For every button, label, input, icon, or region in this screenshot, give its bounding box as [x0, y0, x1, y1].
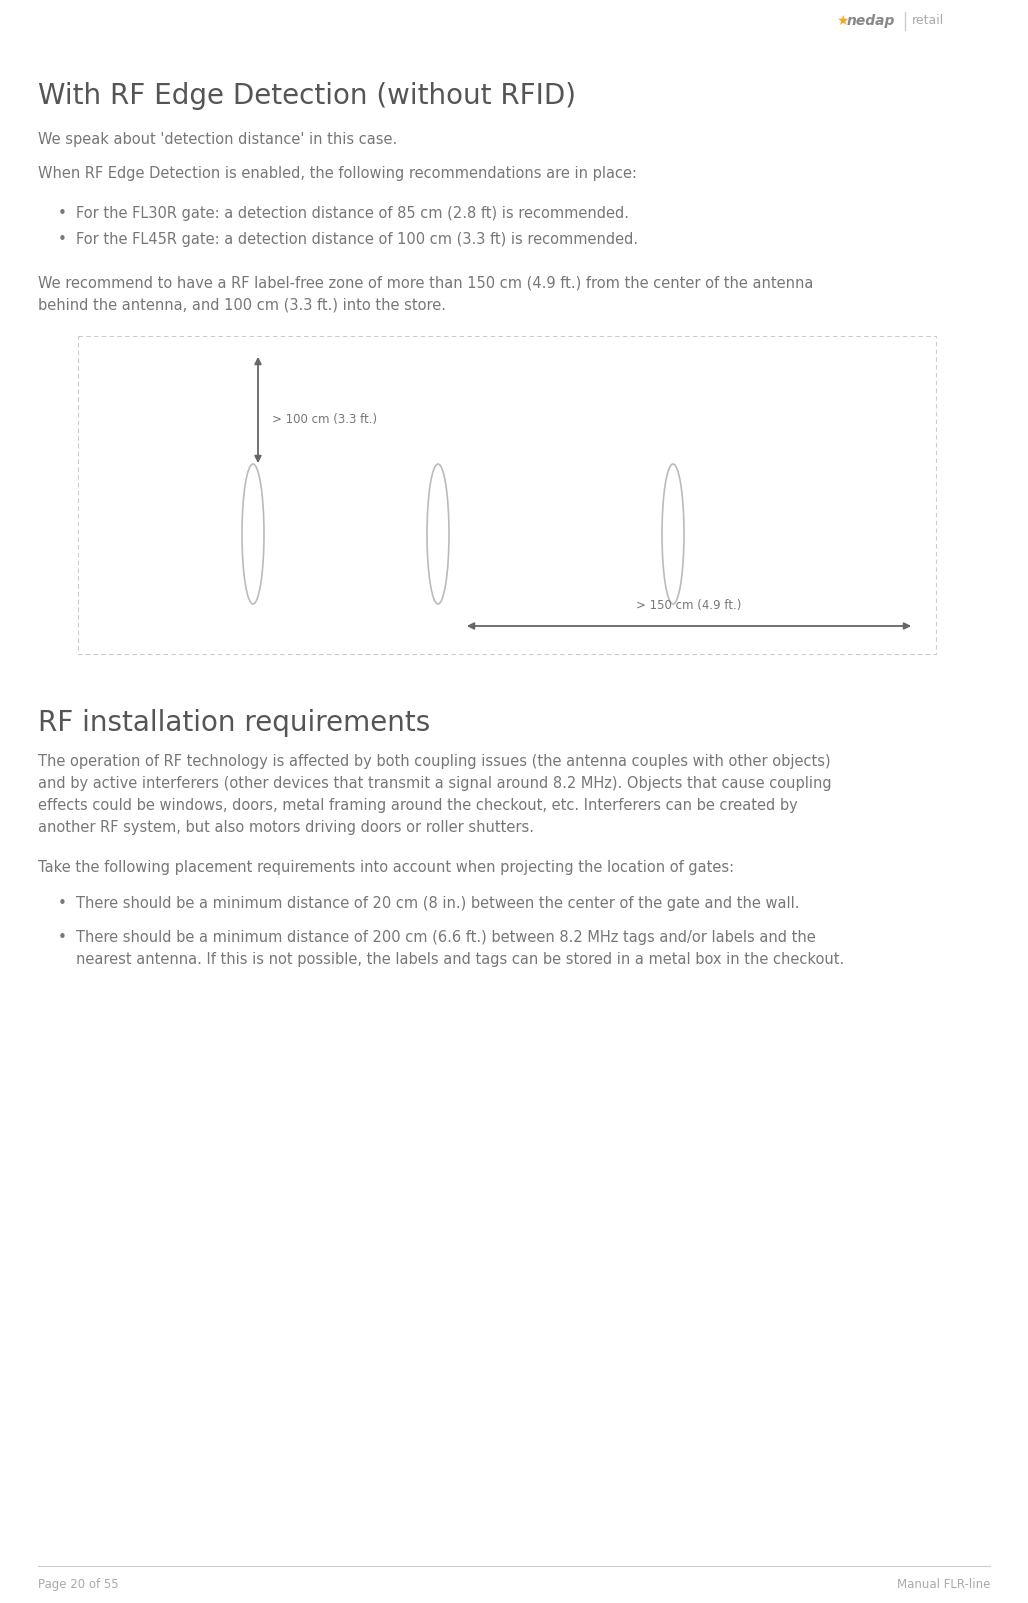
Text: > 100 cm (3.3 ft.): > 100 cm (3.3 ft.): [272, 414, 377, 426]
Text: We speak about 'detection distance' in this case.: We speak about 'detection distance' in t…: [38, 131, 397, 147]
Text: > 150 cm (4.9 ft.): > 150 cm (4.9 ft.): [636, 600, 741, 612]
Text: Take the following placement requirements into account when projecting the locat: Take the following placement requirement…: [38, 859, 734, 875]
Bar: [78, 337, 937, 654]
Text: For the FL45R gate: a detection distance of 100 cm (3.3 ft) is recommended.: For the FL45R gate: a detection distance…: [76, 232, 638, 247]
Text: We recommend to have a RF label-free zone of more than 150 cm (4.9 ft.) from the: We recommend to have a RF label-free zon…: [38, 276, 813, 290]
Text: and by active interferers (other devices that transmit a signal around 8.2 MHz).: and by active interferers (other devices…: [38, 776, 832, 790]
Text: The operation of RF technology is affected by both coupling issues (the antenna : The operation of RF technology is affect…: [38, 753, 831, 769]
Text: Page 20 of 55: Page 20 of 55: [38, 1577, 118, 1592]
Text: retail: retail: [912, 14, 945, 27]
Text: •: •: [58, 232, 67, 247]
Ellipse shape: [242, 463, 264, 604]
Ellipse shape: [427, 463, 449, 604]
Text: With RF Edge Detection (without RFID): With RF Edge Detection (without RFID): [38, 82, 576, 111]
Text: For the FL30R gate: a detection distance of 85 cm (2.8 ft) is recommended.: For the FL30R gate: a detection distance…: [76, 207, 629, 221]
Text: •: •: [58, 896, 67, 911]
Text: There should be a minimum distance of 200 cm (6.6 ft.) between 8.2 MHz tags and/: There should be a minimum distance of 20…: [76, 930, 816, 946]
Text: another RF system, but also motors driving doors or roller shutters.: another RF system, but also motors drivi…: [38, 821, 534, 835]
Text: effects could be windows, doors, metal framing around the checkout, etc. Interfe: effects could be windows, doors, metal f…: [38, 798, 798, 813]
Text: behind the antenna, and 100 cm (3.3 ft.) into the store.: behind the antenna, and 100 cm (3.3 ft.)…: [38, 298, 446, 313]
Text: nedap: nedap: [847, 14, 895, 27]
Text: •: •: [58, 207, 67, 221]
Text: RF installation requirements: RF installation requirements: [38, 709, 431, 737]
Text: Manual FLR-line: Manual FLR-line: [896, 1577, 990, 1592]
Ellipse shape: [662, 463, 684, 604]
Text: When RF Edge Detection is enabled, the following recommendations are in place:: When RF Edge Detection is enabled, the f…: [38, 167, 637, 181]
Text: •: •: [58, 930, 67, 946]
Text: ★: ★: [836, 14, 848, 27]
Text: nearest antenna. If this is not possible, the labels and tags can be stored in a: nearest antenna. If this is not possible…: [76, 952, 844, 967]
Text: There should be a minimum distance of 20 cm (8 in.) between the center of the ga: There should be a minimum distance of 20…: [76, 896, 800, 911]
